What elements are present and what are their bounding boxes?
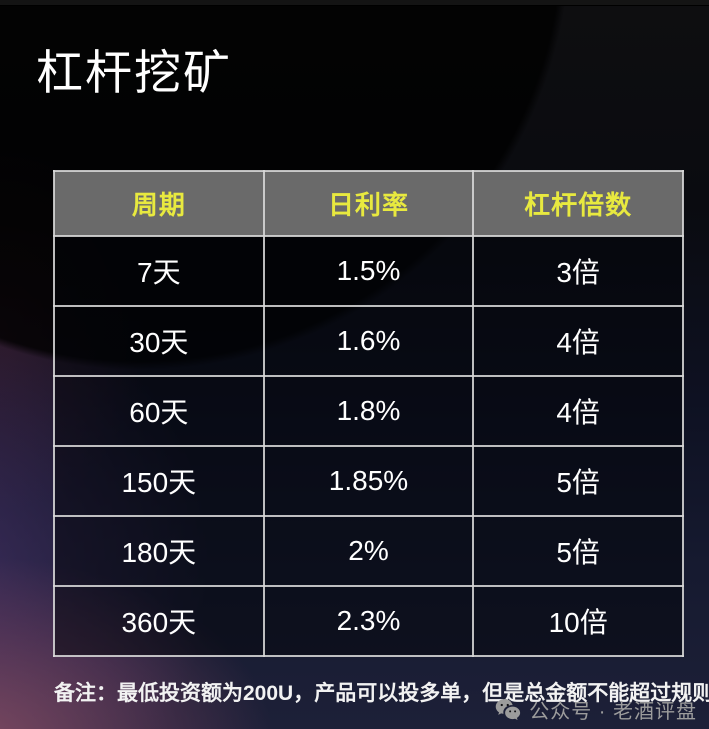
table-header-row: 周期 日利率 杠杆倍数	[53, 170, 684, 237]
watermark-text: 公众号 · 老酒评盘	[529, 701, 697, 723]
cell-leverage: 5倍	[472, 515, 684, 587]
cell-period: 7天	[53, 235, 265, 307]
cell-period: 60天	[53, 375, 265, 447]
cell-rate: 1.85%	[262, 445, 475, 517]
cell-period: 180天	[53, 515, 265, 587]
wechat-icon	[495, 698, 522, 721]
cell-rate: 1.8%	[262, 375, 475, 447]
wechat-watermark: 公众号 · 老酒评盘	[495, 695, 697, 724]
cell-leverage: 4倍	[472, 375, 684, 447]
header-cell-leverage: 杠杆倍数	[472, 170, 684, 237]
cell-period: 360天	[53, 585, 265, 657]
top-edge-band	[0, 0, 709, 6]
cell-rate: 1.6%	[262, 305, 475, 377]
cell-leverage: 10倍	[472, 585, 684, 657]
cell-period: 30天	[53, 305, 265, 377]
footnote-text: 最低投资额为200U，产品可以投多单，但是总金额不能超过规则。	[117, 682, 709, 705]
cell-rate: 1.5%	[262, 235, 475, 307]
cell-period: 150天	[53, 445, 265, 517]
leverage-mining-table: 周期 日利率 杠杆倍数 7天 1.5% 3倍 30天 1.6% 4倍 60天 1…	[53, 170, 684, 657]
table-row: 7天 1.5% 3倍	[53, 235, 684, 307]
cell-leverage: 4倍	[472, 305, 684, 377]
table-row: 60天 1.8% 4倍	[53, 375, 684, 447]
header-cell-rate: 日利率	[262, 170, 475, 237]
table-row: 360天 2.3% 10倍	[53, 585, 684, 657]
table-row: 180天 2% 5倍	[53, 515, 684, 587]
table-row: 150天 1.85% 5倍	[53, 445, 684, 517]
footnote: 备注：最低投资额为200U，产品可以投多单，但是总金额不能超过规则。	[54, 680, 709, 707]
page-title: 杠杆挖矿	[36, 46, 232, 99]
cell-rate: 2.3%	[262, 585, 475, 657]
cell-rate: 2%	[262, 515, 475, 587]
table-header: 周期 日利率 杠杆倍数	[53, 170, 684, 237]
table-row: 30天 1.6% 4倍	[53, 305, 684, 377]
cell-leverage: 3倍	[472, 235, 684, 307]
footnote-label: 备注：	[54, 682, 117, 705]
header-cell-period: 周期	[53, 170, 265, 237]
cell-leverage: 5倍	[472, 445, 684, 517]
table-body: 7天 1.5% 3倍 30天 1.6% 4倍 60天 1.8% 4倍 150天 …	[53, 235, 684, 657]
